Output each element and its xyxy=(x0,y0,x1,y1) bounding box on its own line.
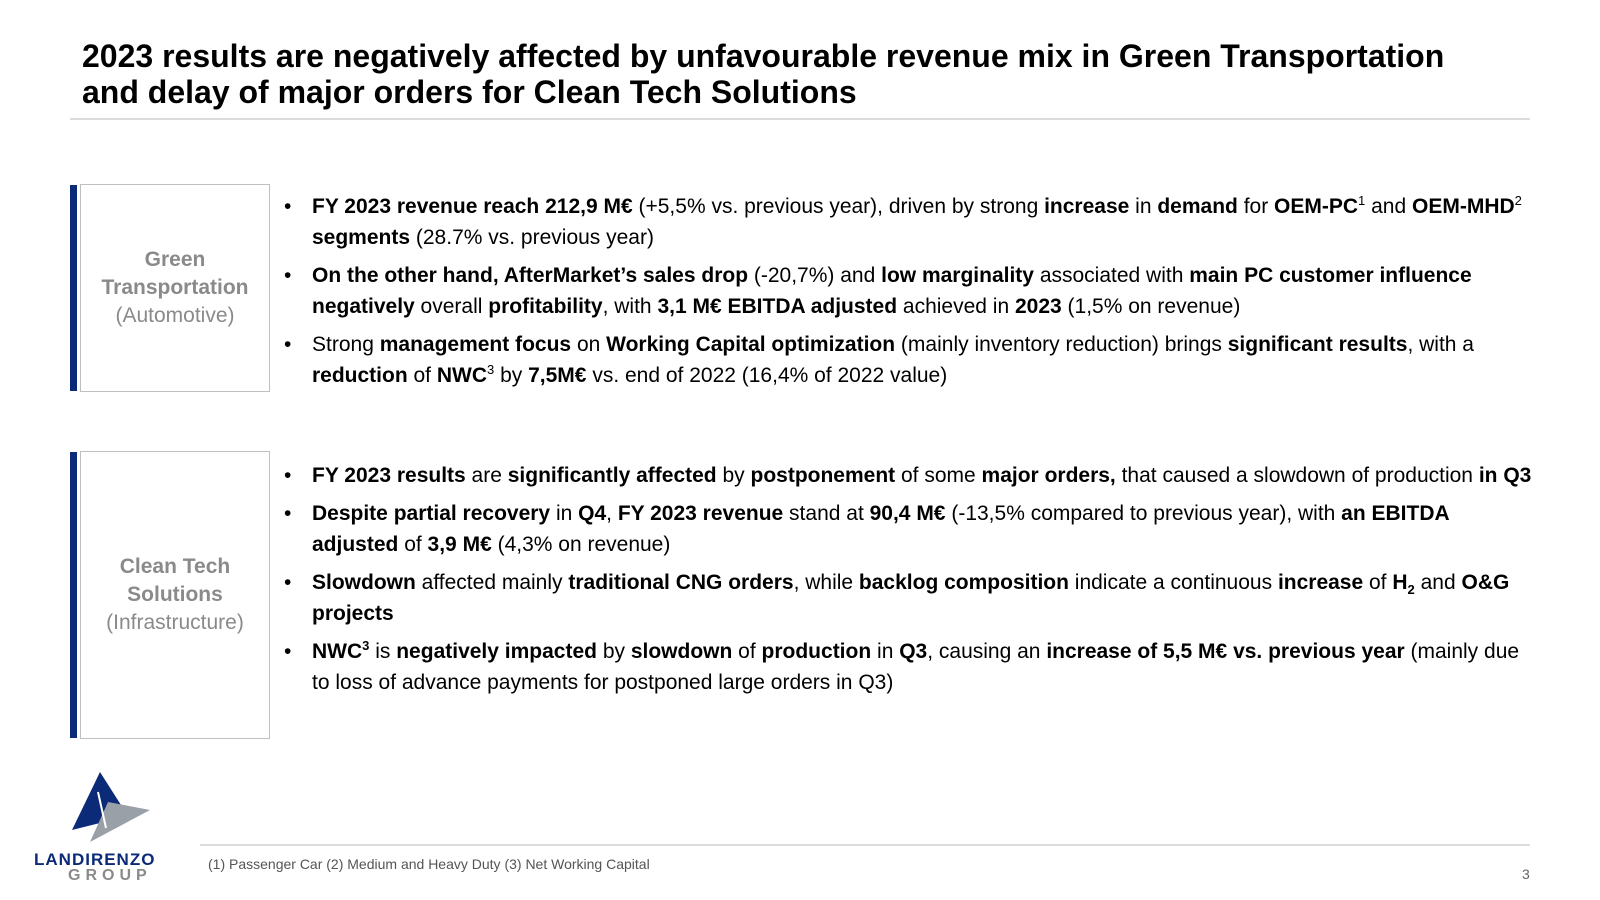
footnote: (1) Passenger Car (2) Medium and Heavy D… xyxy=(208,856,650,872)
segment-name-line1: Clean Tech xyxy=(119,555,231,578)
slide-title-line2: and delay of major orders for Clean Tech… xyxy=(82,74,857,110)
green-transportation-bullets: FY 2023 revenue reach 212,9 M€ (+5,5% vs… xyxy=(284,191,1534,398)
company-logo: LANDIRENZO GROUP xyxy=(30,772,190,892)
segment-name-line2: Solutions xyxy=(127,583,223,606)
landirenzo-logo-mark-icon xyxy=(72,772,150,842)
green-transportation-segment-box: Green Transportation (Automotive) xyxy=(80,184,270,392)
bullet-item: Despite partial recovery in Q4, FY 2023 … xyxy=(284,498,1534,560)
clean-tech-solutions-segment-box: Clean Tech Solutions (Infrastructure) xyxy=(80,451,270,739)
slide-title-line1: 2023 results are negatively affected by … xyxy=(82,38,1445,74)
bullet-item: FY 2023 results are significantly affect… xyxy=(284,460,1534,491)
bullet-item: Strong management focus on Working Capit… xyxy=(284,329,1534,391)
bullet-item: NWC3 is negatively impacted by slowdown … xyxy=(284,636,1534,698)
footer-divider xyxy=(200,844,1530,846)
bullet-item: On the other hand, AfterMarket’s sales d… xyxy=(284,260,1534,322)
segment-subtitle: (Automotive) xyxy=(115,304,235,327)
logo-group-text: GROUP xyxy=(68,867,152,884)
green-segment-accent-bar xyxy=(70,185,77,391)
segment-subtitle: (Infrastructure) xyxy=(106,611,244,634)
bullet-item: Slowdown affected mainly traditional CNG… xyxy=(284,567,1534,629)
title-divider xyxy=(70,118,1530,120)
clean-tech-segment-accent-bar xyxy=(70,452,77,738)
logo-wordmark: LANDIRENZO xyxy=(34,850,156,869)
page-number: 3 xyxy=(1522,866,1530,882)
segment-name-line1: Green xyxy=(144,248,206,271)
slide-title: 2023 results are negatively affected by … xyxy=(82,38,1522,110)
bullet-item: FY 2023 revenue reach 212,9 M€ (+5,5% vs… xyxy=(284,191,1534,253)
clean-tech-bullets: FY 2023 results are significantly affect… xyxy=(284,460,1534,705)
segment-name-line2: Transportation xyxy=(101,276,249,299)
